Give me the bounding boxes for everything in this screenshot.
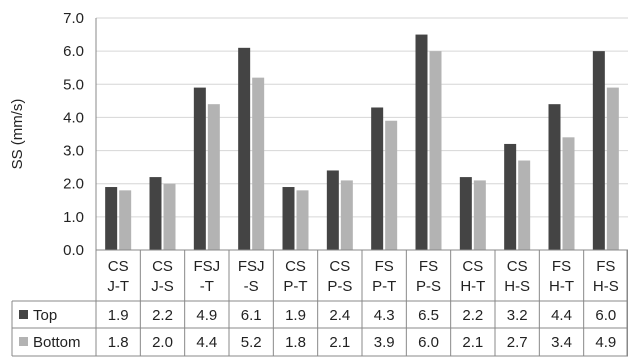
bar-bottom bbox=[296, 190, 309, 250]
bar-top bbox=[548, 104, 561, 251]
bar-bottom bbox=[252, 77, 265, 251]
y-tick-label: 3.0 bbox=[63, 143, 84, 160]
category-label: J-S bbox=[151, 278, 174, 295]
data-table-cell: 1.9 bbox=[285, 307, 306, 324]
bar-bottom bbox=[473, 180, 486, 250]
bars bbox=[105, 34, 619, 251]
bar-bottom bbox=[385, 120, 398, 250]
data-table-cell: 4.4 bbox=[196, 334, 217, 351]
data-table-cell: 4.9 bbox=[595, 334, 616, 351]
y-tick-label: 5.0 bbox=[63, 76, 84, 93]
y-tick-label: 7.0 bbox=[63, 10, 84, 27]
category-label: P-T bbox=[372, 278, 396, 295]
data-table-cell: 3.2 bbox=[507, 307, 528, 324]
data-table-cell: 1.8 bbox=[108, 334, 129, 351]
legend-swatch-bottom bbox=[19, 337, 28, 346]
data-table-cell: 2.4 bbox=[329, 307, 350, 324]
bar-top bbox=[415, 34, 428, 251]
bar-top bbox=[371, 107, 384, 250]
data-table-cell: 3.9 bbox=[374, 334, 395, 351]
data-table-cell: 1.9 bbox=[108, 307, 129, 324]
category-label: FSJ bbox=[238, 258, 265, 275]
data-table-cell: 2.7 bbox=[507, 334, 528, 351]
category-label: CS bbox=[285, 258, 306, 275]
category-label: -T bbox=[200, 278, 214, 295]
y-axis-label: SS (mm/s) bbox=[9, 99, 26, 170]
category-label: P-S bbox=[416, 278, 441, 295]
bar-bottom bbox=[163, 183, 176, 250]
bar-top bbox=[459, 177, 472, 250]
data-table-cell: 1.8 bbox=[285, 334, 306, 351]
y-tick-label: 4.0 bbox=[63, 109, 84, 126]
category-label: CS bbox=[507, 258, 528, 275]
data-table: CS J-T CS J-S FSJ -T FSJ -S CS P-T CS P-S FS P-T FS P-S… bbox=[11, 250, 628, 357]
category-label: -S bbox=[244, 278, 259, 295]
category-label: H-T bbox=[460, 278, 485, 295]
bar-bottom bbox=[429, 51, 442, 251]
category-label: FS bbox=[596, 258, 615, 275]
bar-top bbox=[282, 187, 295, 250]
data-table-cell: 6.0 bbox=[595, 307, 616, 324]
data-table-cell: 3.4 bbox=[551, 334, 572, 351]
category-label: P-S bbox=[327, 278, 352, 295]
data-table-cell: 2.2 bbox=[462, 307, 483, 324]
bar-top bbox=[592, 51, 605, 251]
data-table-cell: 2.1 bbox=[462, 334, 483, 351]
bar-bottom bbox=[562, 137, 575, 250]
y-tick-label: 2.0 bbox=[63, 176, 84, 193]
bar-bottom bbox=[518, 160, 531, 250]
data-table-cell: 6.0 bbox=[418, 334, 439, 351]
category-label: FS bbox=[375, 258, 394, 275]
category-label: CS bbox=[462, 258, 483, 275]
bar-bottom bbox=[119, 190, 132, 250]
category-label: P-T bbox=[283, 278, 307, 295]
bar-top bbox=[504, 143, 517, 250]
data-table-cell: 4.9 bbox=[196, 307, 217, 324]
legend-label: Bottom bbox=[33, 334, 81, 351]
legend-swatch-top bbox=[19, 310, 28, 319]
category-label: FS bbox=[552, 258, 571, 275]
category-label: CS bbox=[329, 258, 350, 275]
data-table-cell: 6.1 bbox=[241, 307, 262, 324]
category-label: FSJ bbox=[193, 258, 220, 275]
bar-bottom bbox=[606, 87, 619, 250]
bar-top bbox=[105, 187, 118, 250]
category-label: H-S bbox=[593, 278, 619, 295]
data-table-cell: 6.5 bbox=[418, 307, 439, 324]
bar-top bbox=[238, 47, 251, 251]
data-table-cell: 4.4 bbox=[551, 307, 572, 324]
category-label: CS bbox=[108, 258, 129, 275]
data-table-cell: 4.3 bbox=[374, 307, 395, 324]
category-label: FS bbox=[419, 258, 438, 275]
data-table-cell: 2.2 bbox=[152, 307, 173, 324]
bar-bottom bbox=[340, 180, 353, 250]
y-tick-label: 6.0 bbox=[63, 43, 84, 60]
gridlines bbox=[96, 17, 628, 218]
category-label: CS bbox=[152, 258, 173, 275]
bar-bottom bbox=[207, 104, 220, 251]
data-table-cell: 2.1 bbox=[329, 334, 350, 351]
data-table-cell: 5.2 bbox=[241, 334, 262, 351]
legend-label: Top bbox=[33, 307, 57, 324]
category-label: H-T bbox=[549, 278, 574, 295]
data-table-cell: 2.0 bbox=[152, 334, 173, 351]
bar-top bbox=[326, 170, 339, 250]
y-tick-label: 1.0 bbox=[63, 209, 84, 226]
bar-top bbox=[149, 177, 162, 250]
y-tick-label: 0.0 bbox=[63, 242, 84, 259]
category-label: J-T bbox=[107, 278, 129, 295]
bar-top bbox=[193, 87, 206, 250]
category-label: H-S bbox=[504, 278, 530, 295]
